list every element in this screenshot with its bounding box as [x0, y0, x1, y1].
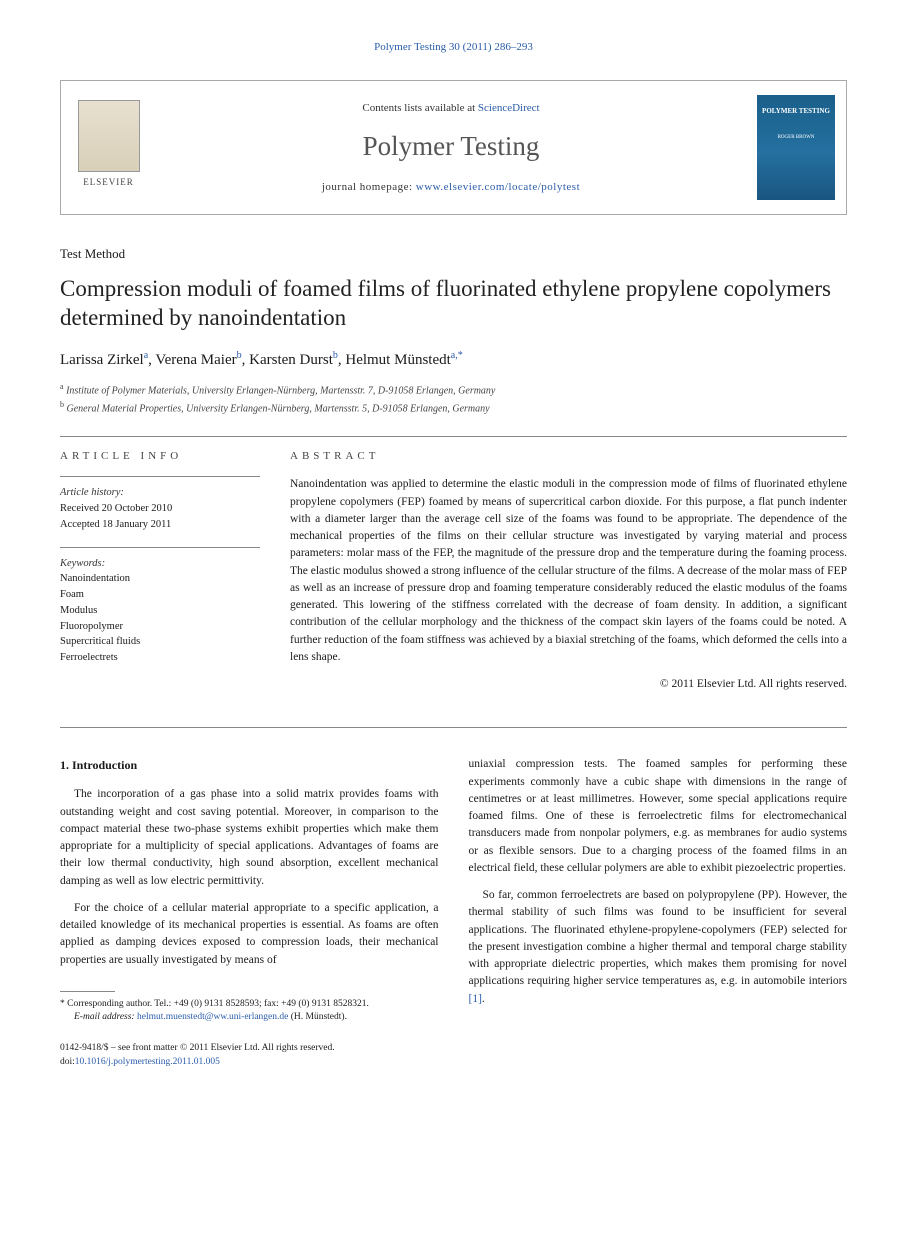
keyword-3: Modulus	[60, 603, 260, 619]
author-1-aff[interactable]: a	[144, 350, 148, 361]
author-2-aff[interactable]: b	[237, 350, 242, 361]
body-columns: 1. Introduction The incorporation of a g…	[60, 756, 847, 1069]
journal-header-box: ELSEVIER Contents lists available at Sci…	[60, 80, 847, 215]
journal-cover-thumb[interactable]: POLYMER TESTING ROGER BROWN	[757, 95, 835, 200]
intro-para-2: For the choice of a cellular material ap…	[60, 900, 439, 969]
author-2: Verena Maier	[155, 352, 236, 368]
citation-line: Polymer Testing 30 (2011) 286–293	[60, 40, 847, 55]
footnotes: * Corresponding author. Tel.: +49 (0) 91…	[60, 998, 439, 1025]
journal-name: Polymer Testing	[363, 128, 540, 166]
cover-title: POLYMER TESTING	[762, 107, 830, 115]
article-type: Test Method	[60, 245, 847, 263]
authors-line: Larissa Zirkela, Verena Maierb, Karsten …	[60, 349, 847, 371]
homepage-prefix: journal homepage:	[322, 181, 416, 193]
keyword-4: Fluoropolymer	[60, 619, 260, 635]
article-title: Compression moduli of foamed films of fl…	[60, 274, 847, 334]
doi-prefix: doi:	[60, 1057, 75, 1067]
keyword-6: Ferroelectrets	[60, 650, 260, 666]
intro-para-3: uniaxial compression tests. The foamed s…	[469, 756, 848, 877]
history-label: Article history:	[60, 485, 260, 501]
divider-2	[60, 727, 847, 728]
cover-thumb-cell: POLYMER TESTING ROGER BROWN	[746, 81, 846, 214]
author-4: Helmut Münstedt	[345, 352, 450, 368]
affiliation-b: General Material Properties, University …	[67, 403, 490, 414]
keyword-2: Foam	[60, 587, 260, 603]
affiliation-a: Institute of Polymer Materials, Universi…	[66, 386, 495, 397]
intro-para-4a: So far, common ferroelectrets are based …	[469, 889, 848, 987]
email-suffix: (H. Münstedt).	[291, 1012, 347, 1022]
doi-link[interactable]: 10.1016/j.polymertesting.2011.01.005	[75, 1057, 220, 1067]
keywords-block: Keywords: Nanoindentation Foam Modulus F…	[60, 547, 260, 666]
ref-link-1[interactable]: [1]	[469, 993, 482, 1005]
elsevier-logo-text: ELSEVIER	[83, 176, 134, 189]
abstract-text: Nanoindentation was applied to determine…	[290, 476, 847, 666]
divider	[60, 436, 847, 437]
affiliations: a Institute of Polymer Materials, Univer…	[60, 381, 847, 416]
body-col-right: uniaxial compression tests. The foamed s…	[469, 756, 848, 1069]
email-label: E-mail address:	[74, 1012, 135, 1022]
journal-homepage-line: journal homepage: www.elsevier.com/locat…	[322, 180, 580, 195]
contents-prefix: Contents lists available at	[362, 102, 477, 114]
author-4-aff[interactable]: a,*	[451, 350, 463, 361]
cover-editor: ROGER BROWN	[778, 134, 815, 141]
author-3: Karsten Durst	[249, 352, 333, 368]
abstract-heading: ABSTRACT	[290, 449, 847, 464]
footnote-rule	[60, 991, 115, 992]
elsevier-logo[interactable]: ELSEVIER	[71, 100, 146, 195]
article-history-block: Article history: Received 20 October 201…	[60, 476, 260, 532]
author-1: Larissa Zirkel	[60, 352, 144, 368]
abstract-copyright: © 2011 Elsevier Ltd. All rights reserved…	[290, 676, 847, 692]
sciencedirect-link[interactable]: ScienceDirect	[478, 102, 540, 114]
journal-header-center: Contents lists available at ScienceDirec…	[156, 81, 746, 214]
corresponding-author: * Corresponding author. Tel.: +49 (0) 91…	[60, 998, 439, 1011]
author-3-aff[interactable]: b	[333, 350, 338, 361]
received-date: Received 20 October 2010	[60, 501, 260, 517]
intro-para-1: The incorporation of a gas phase into a …	[60, 786, 439, 890]
elsevier-tree-icon	[78, 100, 140, 172]
contents-list-line: Contents lists available at ScienceDirec…	[362, 101, 539, 116]
keyword-1: Nanoindentation	[60, 571, 260, 587]
front-matter-line: 0142-9418/$ – see front matter © 2011 El…	[60, 1042, 439, 1055]
publisher-logo-cell: ELSEVIER	[61, 81, 156, 214]
homepage-link[interactable]: www.elsevier.com/locate/polytest	[416, 181, 580, 193]
corresponding-email-link[interactable]: helmut.muenstedt@ww.uni-erlangen.de	[137, 1012, 288, 1022]
intro-para-4: So far, common ferroelectrets are based …	[469, 887, 848, 1008]
section-1-heading: 1. Introduction	[60, 756, 439, 774]
info-abstract-row: ARTICLE INFO Article history: Received 2…	[60, 449, 847, 692]
keywords-label: Keywords:	[60, 556, 260, 572]
page-footer: 0142-9418/$ – see front matter © 2011 El…	[60, 1042, 439, 1069]
intro-para-4b: .	[482, 993, 485, 1005]
article-info-col: ARTICLE INFO Article history: Received 2…	[60, 449, 260, 692]
abstract-col: ABSTRACT Nanoindentation was applied to …	[290, 449, 847, 692]
body-col-left: 1. Introduction The incorporation of a g…	[60, 756, 439, 1069]
article-info-heading: ARTICLE INFO	[60, 449, 260, 464]
keyword-5: Supercritical fluids	[60, 634, 260, 650]
accepted-date: Accepted 18 January 2011	[60, 517, 260, 533]
